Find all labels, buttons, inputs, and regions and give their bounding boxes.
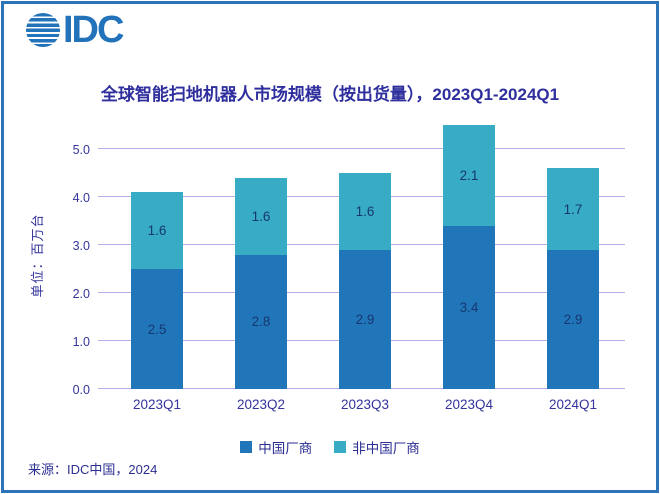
stacked-bar-2023Q4: 3.4 2.1 xyxy=(443,125,495,389)
idc-logo-text: IDC xyxy=(63,9,124,51)
x-tick-label: 2024Q1 xyxy=(548,397,598,412)
y-tick-label: 4.0 xyxy=(72,191,90,205)
x-tick-label: 2023Q1 xyxy=(132,397,182,412)
chart-legend: 中国厂商 非中国厂商 xyxy=(0,437,660,457)
bar-segment: 2.8 xyxy=(235,254,287,389)
bar-segment: 1.6 xyxy=(339,173,391,250)
y-tick-label: 2.0 xyxy=(72,287,90,301)
y-tick-label: 3.0 xyxy=(72,239,90,253)
bar-segment: 2.9 xyxy=(339,249,391,389)
plot-area: 2.5 1.6 2.8 1.6 2.9 1.6 3.4 2.1 2.9 1.7 xyxy=(98,119,625,389)
bar-value-label: 2.5 xyxy=(147,321,167,337)
bar-value-label: 1.7 xyxy=(563,201,583,217)
y-tick-label: 5.0 xyxy=(72,143,90,157)
y-tick-label: 1.0 xyxy=(72,335,90,349)
bar-value-label: 2.8 xyxy=(251,314,271,330)
stacked-bar-2023Q2: 2.8 1.6 xyxy=(235,177,287,389)
source-note: 来源：IDC中国，2024 xyxy=(28,462,158,477)
bar-value-label: 2.9 xyxy=(355,311,375,327)
bar-value-label: 3.4 xyxy=(459,299,479,315)
legend-swatch xyxy=(334,441,347,453)
bar-value-label: 2.1 xyxy=(459,167,479,183)
y-axis-tick-labels: 0.0 1.0 2.0 3.0 4.0 5.0 xyxy=(0,119,90,397)
x-tick-label: 2023Q4 xyxy=(444,397,494,412)
stacked-bar-2023Q3: 2.9 1.6 xyxy=(339,173,391,389)
x-axis-tick-labels: 2023Q1 2023Q2 2023Q3 2023Q4 2024Q1 xyxy=(105,397,625,417)
globe-icon xyxy=(26,13,60,47)
bar-segment: 2.9 xyxy=(547,249,599,389)
gridline xyxy=(98,148,625,149)
legend-label: 非中国厂商 xyxy=(352,441,420,456)
legend-swatch xyxy=(240,441,253,453)
bar-segment: 1.7 xyxy=(547,168,599,250)
x-tick-label: 2023Q2 xyxy=(236,397,286,412)
idc-logo: IDC xyxy=(26,9,124,51)
bar-segment: 1.6 xyxy=(131,192,183,269)
bar-value-label: 1.6 xyxy=(251,208,271,224)
bar-segment: 2.5 xyxy=(131,269,183,389)
stacked-bar-2024Q1: 2.9 1.7 xyxy=(547,168,599,389)
bar-segment: 1.6 xyxy=(235,177,287,255)
bar-value-label: 2.9 xyxy=(563,311,583,327)
legend-item: 非中国厂商 xyxy=(334,437,420,457)
bar-value-label: 1.6 xyxy=(147,223,167,239)
chart-title: 全球智能扫地机器人市场规模（按出货量），2023Q1-2024Q1 xyxy=(100,85,560,104)
legend-label: 中国厂商 xyxy=(258,441,313,456)
bar-segment: 2.1 xyxy=(443,125,495,226)
y-tick-label: 0.0 xyxy=(72,383,90,397)
bar-value-label: 1.6 xyxy=(355,203,375,219)
stacked-bar-2023Q1: 2.5 1.6 xyxy=(131,192,183,389)
legend-item: 中国厂商 xyxy=(240,437,312,457)
bar-segment: 3.4 xyxy=(443,225,495,389)
x-tick-label: 2023Q3 xyxy=(340,397,390,412)
